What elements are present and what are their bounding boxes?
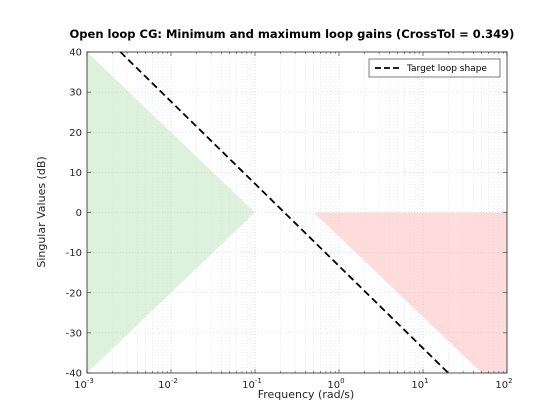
y-tick-label: 30 bbox=[69, 88, 82, 99]
tick-marks bbox=[86, 51, 508, 374]
y-tick-label: -10 bbox=[66, 248, 82, 259]
y-tick-label: 20 bbox=[69, 128, 82, 139]
y-tick-label: -30 bbox=[66, 328, 82, 339]
region-max-gain bbox=[313, 212, 507, 373]
y-tick-labels: -40 -30 -20 -10 0 10 20 30 40 bbox=[66, 48, 82, 380]
legend-box bbox=[368, 58, 501, 78]
plot-area: 10-3 10-2 10-1 100 101 102 -40 -30 -20 -10 0 10 20 3… bbox=[66, 48, 513, 392]
x-tick-label: 10-2 bbox=[158, 377, 178, 391]
y-tick-label: -40 bbox=[66, 369, 82, 380]
x-tick-label: 102 bbox=[495, 377, 512, 391]
x-tick-label: 101 bbox=[411, 377, 428, 391]
y-axis-label: Singular Values (dB) bbox=[35, 156, 48, 267]
y-tick-label: -20 bbox=[66, 288, 82, 299]
y-tick-label: 0 bbox=[76, 208, 82, 219]
y-tick-label: 40 bbox=[69, 48, 82, 59]
legend: Target loop shape bbox=[368, 58, 501, 78]
x-tick-label: 10-3 bbox=[74, 377, 94, 391]
x-tick-label: 100 bbox=[327, 377, 344, 391]
x-tick-labels: 10-3 10-2 10-1 100 101 102 bbox=[74, 377, 512, 391]
chart-title: Open loop CG: Minimum and maximum loop g… bbox=[70, 27, 515, 41]
legend-entry-target-loop-shape: Target loop shape bbox=[406, 64, 487, 74]
x-tick-label: 10-1 bbox=[242, 377, 262, 391]
x-axis-label: Frequency (rad/s) bbox=[258, 388, 355, 401]
y-tick-label: 10 bbox=[69, 168, 82, 179]
minor-grid bbox=[112, 52, 504, 373]
